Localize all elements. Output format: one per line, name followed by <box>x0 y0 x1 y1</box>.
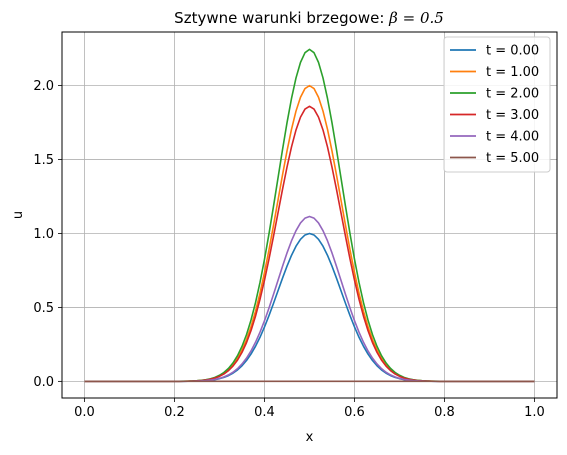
legend-label: t = 2.00 <box>486 87 539 102</box>
legend-label: t = 1.00 <box>486 65 539 80</box>
x-tick-label: 0.2 <box>164 405 185 420</box>
legend: t = 0.00 t = 1.00 t = 2.00 t = 3.00 t = 4.00… <box>443 36 551 173</box>
y-tick-label: 0.5 <box>33 301 54 316</box>
series-group <box>84 48 535 383</box>
y-axis-label: u <box>11 211 26 219</box>
series-line <box>84 215 535 383</box>
y-tick-label: 2.0 <box>33 79 54 94</box>
x-tick-label: 0.8 <box>434 405 455 420</box>
x-tick-label: 0.4 <box>254 405 275 420</box>
legend-label: t = 0.00 <box>486 44 539 59</box>
y-tick-label: 0.0 <box>33 375 54 390</box>
legend-label: t = 5.00 <box>486 151 539 166</box>
x-tick-label: 0.0 <box>74 405 95 420</box>
legend-label: t = 3.00 <box>486 108 539 123</box>
x-axis-label: x <box>306 430 314 445</box>
ticks: 0.0 0.2 0.4 0.6 0.8 1.0 0.0 0.5 1.0 1.5 2.0 <box>33 79 545 420</box>
chart-title: Sztywne warunki brzegowe: β = 0.5 <box>174 9 444 27</box>
y-tick-label: 1.0 <box>33 227 54 242</box>
legend-label: t = 4.00 <box>486 130 539 145</box>
y-tick-label: 1.5 <box>33 153 54 168</box>
x-tick-label: 1.0 <box>524 405 545 420</box>
plot-frame <box>61 31 558 399</box>
x-tick-label: 0.6 <box>344 405 365 420</box>
